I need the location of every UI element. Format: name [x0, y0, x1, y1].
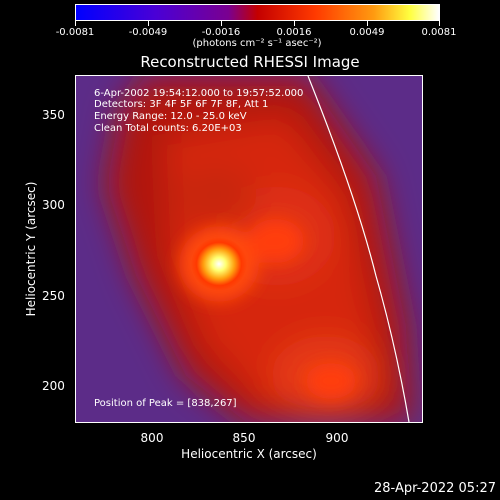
peak-emission	[191, 237, 247, 291]
colorbar-tick-label: 0.0081	[421, 27, 457, 38]
colorbar-tick	[367, 21, 368, 26]
y-axis-label: Heliocentric Y (arcsec)	[24, 181, 38, 317]
y-tick-label: 300	[42, 198, 65, 212]
peak-position-label: Position of Peak = [838,267]	[94, 398, 237, 409]
info-time-range: 6-Apr-2002 19:54:12.000 to 19:57:52.000	[94, 88, 304, 99]
colorbar-tick-label: -0.0049	[128, 27, 168, 38]
colorbar-tick	[75, 21, 76, 26]
image-title: Reconstructed RHESSI Image	[140, 53, 360, 71]
rhessi-image-canvas	[76, 76, 422, 422]
timestamp: 28-Apr-2022 05:27	[374, 481, 496, 496]
x-tick-label: 900	[325, 431, 349, 445]
colorbar-tick	[221, 21, 222, 26]
y-tick-label: 350	[42, 108, 65, 122]
colorbar-tick-label: -0.0016	[201, 27, 241, 38]
info-detectors: Detectors: 3F 4F 5F 6F 7F 8F, Att 1	[94, 99, 269, 110]
info-energy-range: Energy Range: 12.0 - 25.0 keV	[94, 111, 247, 122]
colorbar-tick-label: -0.0081	[55, 27, 95, 38]
y-tick-label: 250	[42, 289, 65, 303]
rhessi-image-plot: 6-Apr-2002 19:54:12.000 to 19:57:52.000 …	[75, 75, 423, 423]
colorbar-units: (photons cm⁻² s⁻¹ asec⁻²)	[192, 38, 322, 49]
colorbar-tick	[148, 21, 149, 26]
y-tick-label: 200	[42, 379, 65, 393]
solar-limb-line	[307, 76, 410, 422]
x-tick-label: 850	[232, 431, 256, 445]
colorbar-tick	[294, 21, 295, 26]
colorbar-tick	[439, 21, 440, 26]
x-tick-label: 800	[140, 431, 164, 445]
colorbar-tick-label: 0.0016	[276, 27, 312, 38]
colorbar-tick-label: 0.0049	[349, 27, 385, 38]
info-clean-counts: Clean Total counts: 6.20E+03	[94, 123, 242, 134]
colorbar	[75, 4, 440, 21]
x-axis-label: Heliocentric X (arcsec)	[181, 447, 317, 461]
